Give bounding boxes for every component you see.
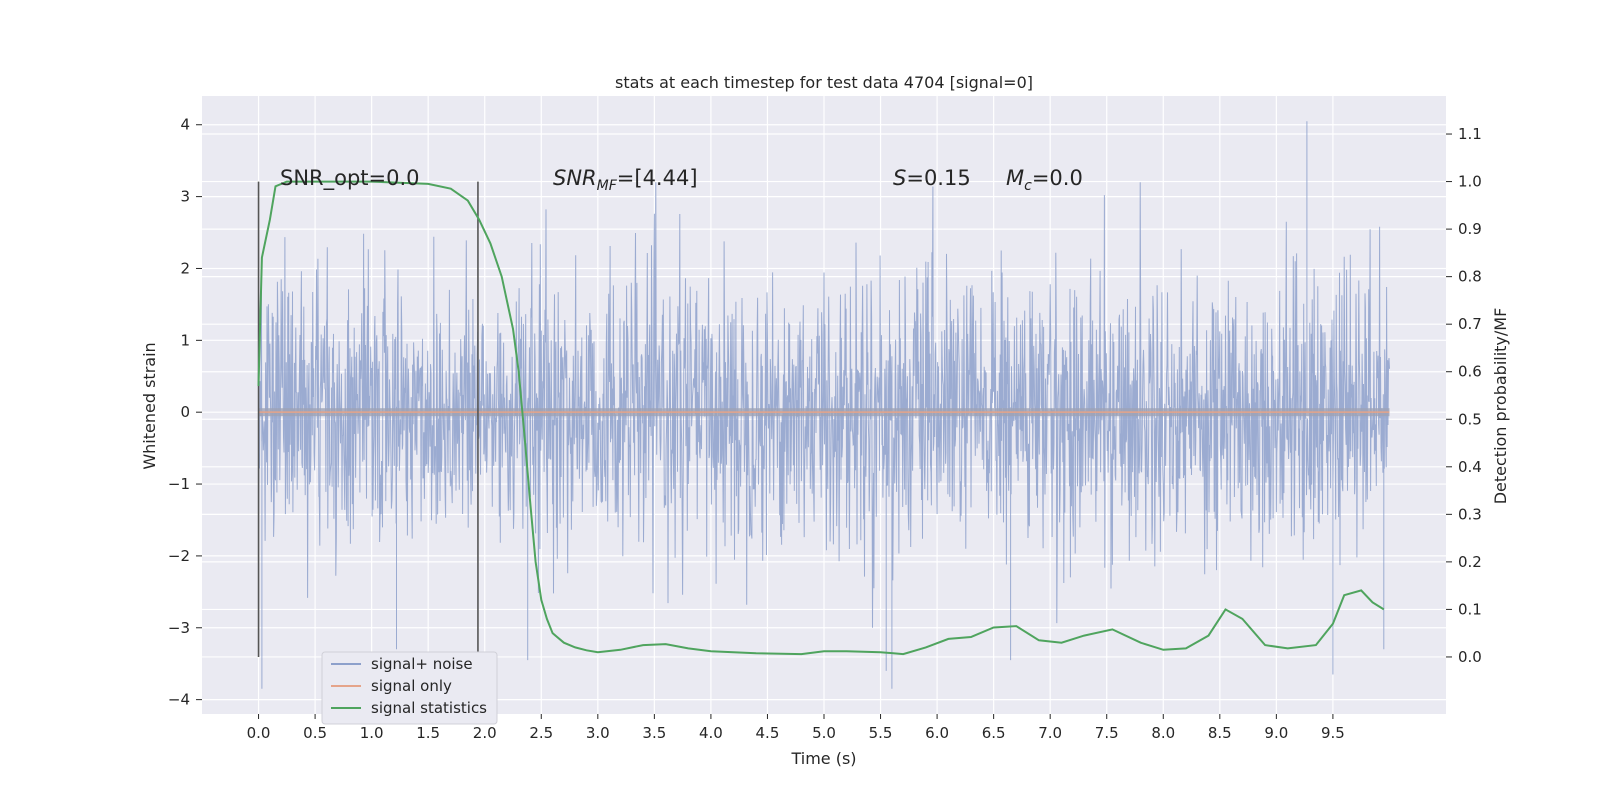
legend-label-signal-statistics: signal statistics [371,699,487,717]
right-y-tick-label: 0.9 [1458,220,1482,238]
signal-statistics-series [257,180,1385,656]
right-y-axis-label: Detection probability/MF [1491,308,1510,505]
legend: signal+ noise signal only signal statist… [321,651,498,725]
right-y-tick-label: 0.0 [1458,648,1482,666]
vertical-markers [257,181,479,657]
x-tick-label: 0.5 [303,724,327,742]
x-tick-label: 9.5 [1321,724,1345,742]
annotation-mc: Mc=0.0 [1006,166,1083,194]
x-tick-label: 3.0 [586,724,610,742]
legend-box [321,651,498,725]
right-y-axis: 1.1 1.0 0.9 0.8 0.7 0.6 0.5 0.4 0.3 0.2 0.1 0.0 [1446,125,1482,666]
left-y-tick-label: 3 [180,188,190,206]
annotation-s: S=0.15 [893,166,971,190]
right-y-tick-label: 0.3 [1458,505,1482,523]
annotation-snr-opt: SNR_opt=0.0 [280,166,420,191]
x-tick-label: 6.0 [925,724,949,742]
x-tick-label: 5.5 [869,724,893,742]
x-tick-label: 8.0 [1151,724,1175,742]
x-tick-label: 1.0 [360,724,384,742]
left-y-tick-label: 0 [180,403,190,421]
chart-title: stats at each timestep for test data 470… [615,73,1033,92]
right-y-tick-label: 1.0 [1458,173,1482,191]
left-y-tick-label: 4 [180,116,190,134]
x-tick-label: 9.0 [1264,724,1288,742]
left-y-axis-label: Whitened strain [140,342,159,469]
left-y-axis: 4 3 2 1 0 −1 −2 −3 −4 [168,116,202,709]
legend-label-signal-only: signal only [371,677,452,695]
x-tick-label: 6.5 [982,724,1006,742]
right-y-tick-label: 0.7 [1458,315,1482,333]
left-y-tick-label: −4 [168,691,190,709]
x-tick-label: 2.0 [473,724,497,742]
x-tick-label: 7.0 [1038,724,1062,742]
left-y-tick-label: −3 [168,619,190,637]
right-y-tick-label: 0.2 [1458,553,1482,571]
x-axis: 0.0 0.5 1.0 1.5 2.0 2.5 3.0 3.5 4.0 4.5 5.0 5.5 6.0 6… [247,714,1345,742]
x-axis-label: Time (s) [790,749,856,768]
x-tick-label: 8.5 [1208,724,1232,742]
x-tick-label: 4.0 [699,724,723,742]
left-y-tick-label: 2 [180,259,190,277]
x-tick-label: 5.0 [812,724,836,742]
left-y-tick-label: −2 [168,547,190,565]
right-y-tick-label: 0.5 [1458,410,1482,428]
x-tick-label: 3.5 [642,724,666,742]
right-y-tick-label: 0.8 [1458,268,1482,286]
right-y-tick-label: 0.6 [1458,363,1482,381]
x-tick-label: 1.5 [416,724,440,742]
left-y-tick-label: 1 [180,331,190,349]
right-y-tick-label: 0.4 [1458,458,1482,476]
x-tick-label: 4.5 [756,724,780,742]
left-y-tick-label: −1 [168,475,190,493]
right-y-tick-label: 0.1 [1458,600,1482,618]
legend-label-signal-noise: signal+ noise [371,655,473,673]
right-y-tick-label: 1.1 [1458,125,1482,143]
x-tick-label: 2.5 [529,724,553,742]
signal-plus-noise-line [258,121,1390,689]
annotation-snr-mf: SNRMF=[4.44] [553,166,698,194]
x-tick-label: 0.0 [247,724,271,742]
x-tick-label: 7.5 [1095,724,1119,742]
